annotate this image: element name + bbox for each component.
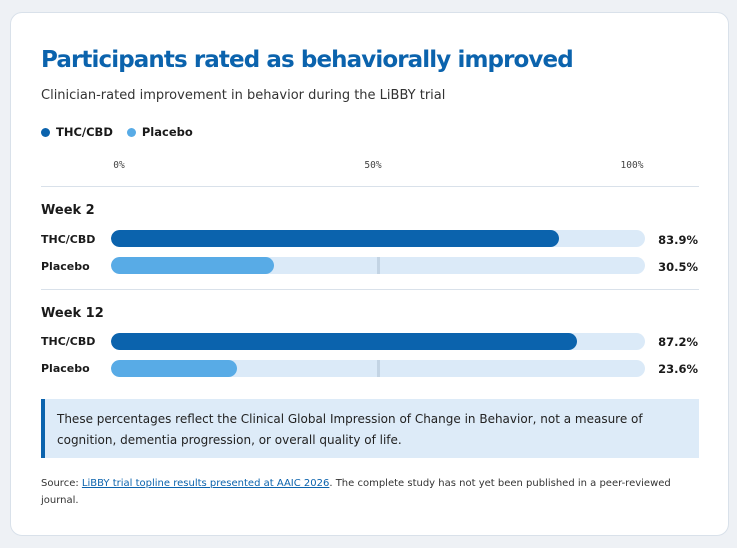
row-label-week2-placebo: Placebo [41,260,90,273]
source-citation: Source: LiBBY trial topline results pres… [41,475,706,509]
axis-tick-100: 100% [620,160,644,171]
row-label-week2-thc: THC/CBD [41,233,96,246]
axis-tick-50: 50% [364,160,382,171]
source-link[interactable]: LiBBY trial topline results presented at… [81,478,330,489]
value-week12-placebo: 23.6% [658,362,698,376]
bar-track-week2-placebo [111,257,645,274]
legend-label-placebo: Placebo [141,125,193,139]
row-label-week12-thc: THC/CBD [41,335,96,348]
bar-week2-placebo [111,257,274,274]
group-divider [41,289,699,290]
axis-tick-0: 0% [113,160,125,171]
midpoint-marker [377,360,380,377]
source-prefix: Source: [41,478,82,489]
bar-track-week12-placebo [111,360,645,377]
chart-title: Participants rated as behaviorally impro… [41,47,574,73]
bar-week2-thc [111,230,560,247]
row-label-week12-placebo: Placebo [41,362,90,375]
legend-dot-thc [41,127,50,137]
value-week12-thc: 87.2% [658,335,698,349]
bar-week12-thc [111,333,577,350]
midpoint-marker [377,257,380,274]
chart-subtitle: Clinician-rated improvement in behavior … [41,88,446,103]
bar-track-week12-thc [111,333,645,350]
chart-card: Participants rated as behaviorally impro… [10,12,729,536]
axis-divider [41,186,699,187]
value-week2-placebo: 30.5% [658,260,698,274]
source-suffix: . The complete study has not yet been pu… [41,478,671,506]
bar-track-week2-thc [111,230,645,247]
legend: THC/CBD Placebo [41,125,207,139]
legend-dot-placebo [126,127,136,137]
methodology-note: These percentages reflect the Clinical G… [41,399,699,458]
group-label-week-2: Week 2 [41,203,95,218]
bar-week12-placebo [111,360,238,377]
legend-label-thc: THC/CBD [56,125,113,139]
group-label-week-12: Week 12 [41,306,104,321]
legend-item-placebo: Placebo [126,125,193,139]
value-week2-thc: 83.9% [658,233,698,247]
legend-item-thc: THC/CBD [41,125,113,139]
